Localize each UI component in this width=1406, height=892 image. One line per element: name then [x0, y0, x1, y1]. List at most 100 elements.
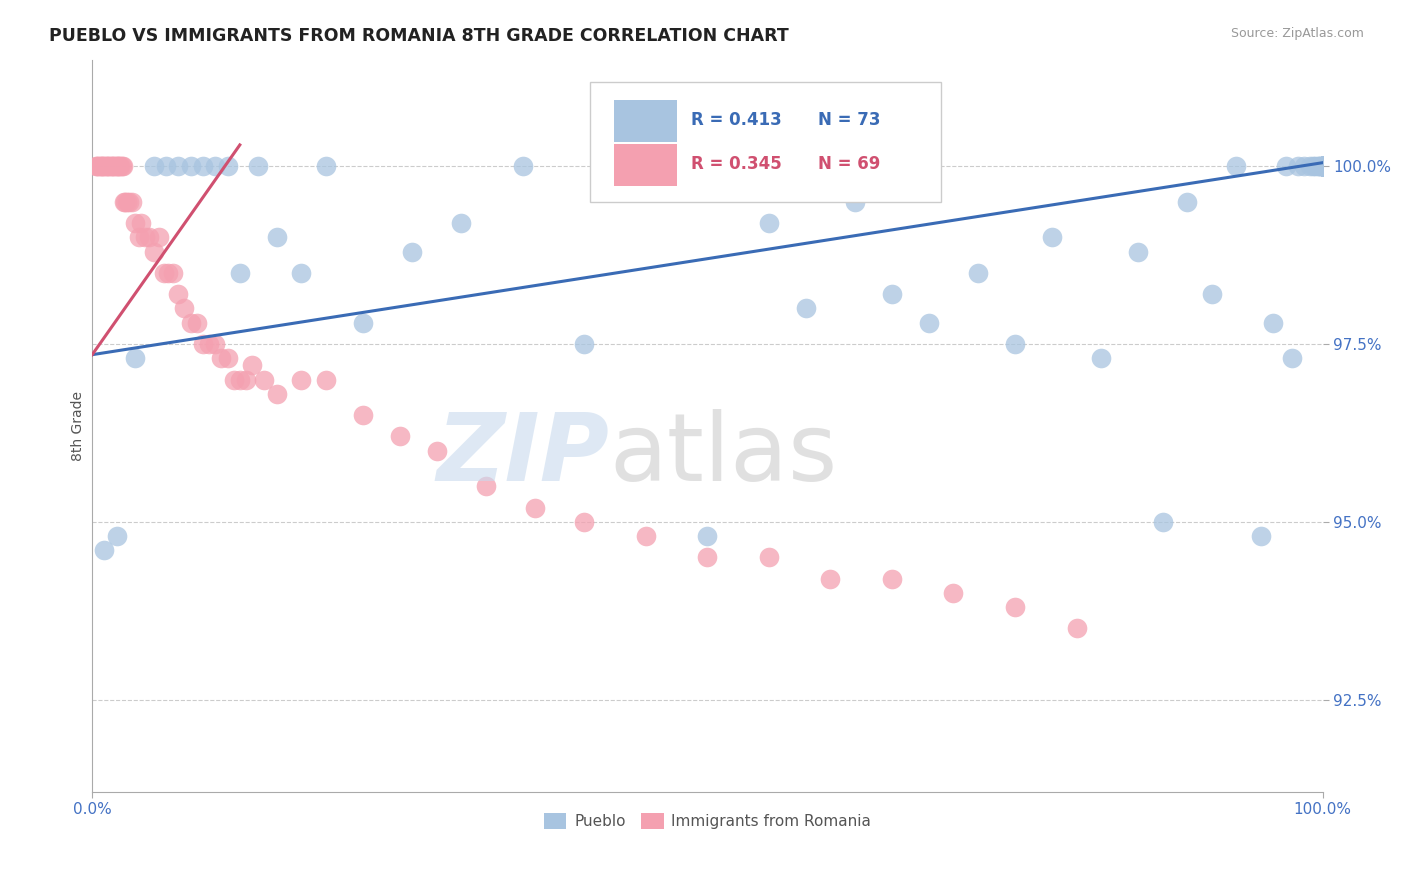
Point [1312, 159, 1334, 173]
Point [1263, 316, 1285, 330]
Point [142, 159, 165, 173]
Point [1066, 622, 1088, 636]
Point [198, 337, 221, 351]
Point [1312, 159, 1334, 173]
Point [315, 159, 337, 173]
FancyBboxPatch shape [614, 144, 676, 186]
Point [1040, 230, 1063, 244]
Point [352, 316, 374, 330]
Point [967, 266, 990, 280]
Point [758, 550, 780, 565]
Point [191, 337, 214, 351]
Point [1306, 159, 1329, 173]
Point [1312, 159, 1334, 173]
Point [87, 159, 110, 173]
Point [148, 230, 170, 244]
Point [111, 159, 134, 173]
Point [152, 266, 174, 280]
Point [290, 266, 312, 280]
Point [217, 159, 239, 173]
Point [103, 159, 125, 173]
Point [229, 373, 252, 387]
Point [426, 443, 449, 458]
Point [1312, 159, 1334, 173]
Point [91, 159, 114, 173]
Point [96, 159, 118, 173]
Point [229, 266, 252, 280]
Point [266, 230, 288, 244]
Point [574, 515, 596, 529]
Point [1312, 159, 1334, 173]
Point [512, 159, 534, 173]
Point [1308, 159, 1330, 173]
Point [696, 550, 718, 565]
Point [1274, 159, 1296, 173]
Point [401, 244, 423, 259]
Point [758, 216, 780, 230]
Point [124, 216, 146, 230]
Point [204, 337, 226, 351]
Point [574, 337, 596, 351]
Text: R = 0.345: R = 0.345 [692, 155, 782, 173]
FancyBboxPatch shape [591, 81, 941, 202]
Point [93, 159, 115, 173]
Point [1004, 600, 1026, 615]
Point [93, 543, 115, 558]
Point [162, 266, 184, 280]
Point [1152, 515, 1174, 529]
Point [209, 351, 232, 366]
Point [157, 266, 180, 280]
Point [105, 529, 128, 543]
Point [112, 194, 135, 209]
Point [1312, 159, 1334, 173]
Point [1286, 159, 1309, 173]
Point [253, 373, 276, 387]
Point [180, 316, 202, 330]
Text: Source: ZipAtlas.com: Source: ZipAtlas.com [1230, 27, 1364, 40]
Point [880, 572, 903, 586]
Point [97, 159, 120, 173]
Point [794, 301, 817, 316]
Point [134, 230, 156, 244]
Point [634, 159, 657, 173]
Point [1312, 159, 1334, 173]
Point [918, 316, 941, 330]
Point [101, 159, 124, 173]
Point [84, 159, 107, 173]
Point [388, 429, 411, 443]
Point [1312, 159, 1334, 173]
Point [1250, 529, 1272, 543]
Point [266, 386, 288, 401]
Point [114, 194, 136, 209]
Point [880, 287, 903, 301]
Point [1299, 159, 1322, 173]
Point [1312, 159, 1334, 173]
Text: ZIP: ZIP [436, 409, 609, 501]
Point [1312, 159, 1334, 173]
Point [942, 586, 965, 600]
Point [1312, 159, 1334, 173]
Point [247, 159, 270, 173]
Point [315, 373, 337, 387]
Point [98, 159, 121, 173]
Point [1281, 351, 1303, 366]
Point [89, 159, 111, 173]
Point [138, 230, 160, 244]
Point [290, 373, 312, 387]
Text: N = 69: N = 69 [818, 155, 880, 173]
Point [101, 159, 124, 173]
Point [180, 159, 202, 173]
Point [124, 351, 146, 366]
Point [1302, 159, 1324, 173]
Point [352, 408, 374, 422]
Point [86, 159, 108, 173]
Point [100, 159, 122, 173]
Point [1312, 159, 1334, 173]
Point [108, 159, 131, 173]
Point [1294, 159, 1316, 173]
Point [204, 159, 226, 173]
Legend: Pueblo, Immigrants from Romania: Pueblo, Immigrants from Romania [537, 807, 877, 836]
Point [1312, 159, 1334, 173]
Point [1225, 159, 1247, 173]
Point [118, 194, 141, 209]
